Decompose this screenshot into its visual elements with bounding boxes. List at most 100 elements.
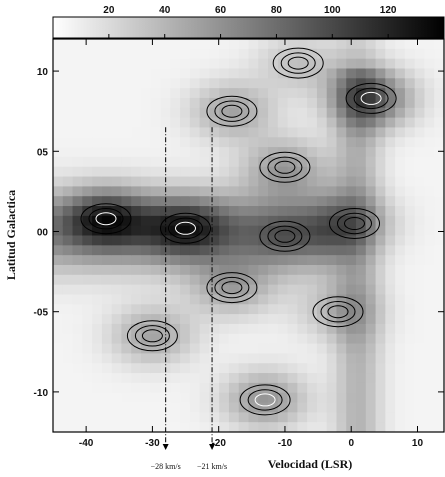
heat-cell <box>121 294 132 305</box>
heat-cell <box>277 39 289 50</box>
heat-cell <box>365 117 377 129</box>
heat-cell <box>131 323 142 335</box>
heat-cell <box>170 176 181 187</box>
contour-line <box>214 100 250 122</box>
heat-cell <box>258 392 269 404</box>
heat-cell <box>140 255 152 266</box>
heat-cell <box>356 107 367 119</box>
heat-cell <box>72 314 83 325</box>
heat-cell <box>189 176 201 187</box>
heat-cell <box>365 48 377 60</box>
heat-cell <box>248 127 259 138</box>
heat-cell <box>228 147 240 158</box>
heat-cell <box>101 58 113 70</box>
heat-cell <box>101 323 113 335</box>
heat-cell <box>101 117 113 129</box>
heat-cell <box>307 392 318 404</box>
heat-cell <box>258 176 269 187</box>
heat-cell <box>375 373 386 384</box>
heat-cell <box>395 402 406 413</box>
heat-cell <box>336 294 347 305</box>
heat-cell <box>72 235 83 246</box>
heat-cell <box>219 235 230 246</box>
heat-cell <box>238 353 250 364</box>
heat-cell <box>414 117 426 129</box>
heat-cell <box>62 127 74 138</box>
heat-cell <box>131 392 142 404</box>
heat-cell <box>72 97 83 109</box>
heat-cell <box>131 363 142 374</box>
heat-cell <box>346 58 357 70</box>
heat-cell <box>326 196 338 207</box>
heat-cell <box>209 402 220 413</box>
heat-cell <box>62 422 74 432</box>
heat-cell <box>307 147 318 158</box>
heat-cell <box>62 323 74 335</box>
heat-cell <box>140 382 152 394</box>
heat-cell <box>140 264 152 276</box>
contour-line <box>95 212 117 226</box>
heat-cell <box>111 304 123 315</box>
contour-line <box>239 384 291 416</box>
heat-cell <box>307 284 318 296</box>
heat-cell <box>326 215 338 227</box>
heat-cell <box>180 343 191 354</box>
heat-cell <box>121 343 132 354</box>
heat-cell <box>150 333 162 345</box>
heat-cell <box>219 314 230 325</box>
heat-cell <box>336 333 347 345</box>
heat-cell <box>297 117 308 129</box>
heat-cell <box>375 255 386 266</box>
heat-cell <box>219 137 230 148</box>
heat-cell <box>414 215 426 227</box>
heat-cell <box>131 186 142 197</box>
heat-cell <box>404 274 416 286</box>
heat-cell <box>424 88 435 99</box>
heat-cell <box>180 422 191 432</box>
annotation-label: −21 km/s <box>197 462 227 471</box>
heat-cell <box>316 412 328 423</box>
heat-cell <box>365 343 377 354</box>
heat-cell <box>434 422 444 432</box>
heat-cell <box>170 68 181 79</box>
x-tick-label: 10 <box>412 438 424 449</box>
heat-cell <box>131 314 142 325</box>
heat-cell <box>404 97 416 109</box>
heat-cell <box>268 363 279 374</box>
heat-cell <box>72 137 83 148</box>
heat-cell <box>268 422 279 432</box>
heat-cell <box>238 392 250 404</box>
heat-cell <box>82 39 93 50</box>
heat-cell <box>297 196 308 207</box>
heat-cell <box>346 107 357 119</box>
heat-cell <box>404 402 416 413</box>
heat-cell <box>297 68 308 79</box>
heat-cell <box>209 392 220 404</box>
heat-cell <box>53 323 64 335</box>
heat-cell <box>228 343 240 354</box>
heat-cell <box>316 186 328 197</box>
heat-cell <box>336 186 347 197</box>
heat-cell <box>82 402 93 413</box>
heat-cell <box>268 166 279 178</box>
heat-cell <box>336 422 347 432</box>
heat-cell <box>160 117 171 129</box>
heat-cell <box>238 147 250 158</box>
contour-line <box>320 301 356 323</box>
heat-cell <box>287 274 298 286</box>
heat-cell <box>307 274 318 286</box>
heat-cell <box>375 196 386 207</box>
heat-cell <box>336 58 347 70</box>
heat-cell <box>131 343 142 354</box>
heat-cell <box>199 225 211 237</box>
heat-cell <box>268 127 279 138</box>
heat-cell <box>238 284 250 296</box>
heat-cell <box>385 314 396 325</box>
heat-cell <box>238 323 250 335</box>
heat-cell <box>72 68 83 79</box>
heat-cell <box>434 363 444 374</box>
heat-cell <box>414 127 426 138</box>
heat-cell <box>180 353 191 364</box>
heat-cell <box>385 363 396 374</box>
heat-cell <box>258 284 269 296</box>
